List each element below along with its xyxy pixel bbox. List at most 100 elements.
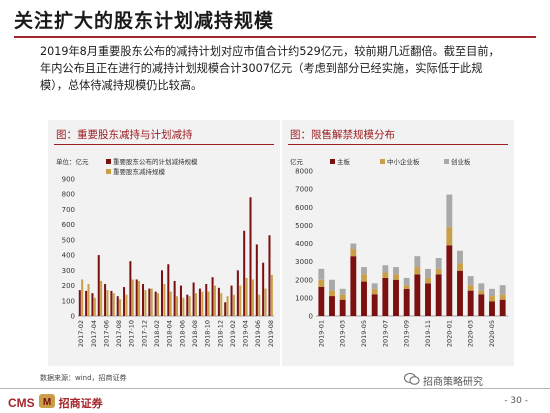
- x-tick-label: 2018-10: [204, 320, 212, 347]
- bar: [131, 279, 134, 316]
- svg-text:M: M: [43, 397, 51, 408]
- bar: [160, 270, 163, 316]
- bar-segment: [489, 288, 495, 297]
- bar: [268, 235, 271, 316]
- bar-segment: [403, 277, 410, 286]
- bar-segment: [329, 296, 335, 316]
- bar-segment: [371, 288, 378, 295]
- unit-label: 单位：亿元: [56, 157, 89, 166]
- x-tick-label: 2019-07: [381, 320, 389, 347]
- legend-label: 创业板: [451, 157, 471, 166]
- chart-unlock-stacked-bars: 亿元 主板 中小企业板 创业板 0 1000 2000 3000 4000 5000 6000 700…: [290, 157, 508, 347]
- bar: [213, 285, 216, 316]
- bar-segment: [339, 299, 346, 316]
- legend-label: 重要股东减持规模: [113, 167, 166, 176]
- y-tick-label: 8000: [295, 168, 313, 176]
- y-tick-label: 500: [62, 236, 75, 244]
- bar-segment: [339, 294, 346, 300]
- logo-mark-icon: M: [38, 393, 55, 412]
- bar: [163, 284, 166, 316]
- bar: [91, 293, 94, 316]
- x-tick-label: 2018-06: [178, 320, 186, 347]
- bar: [217, 287, 220, 316]
- wechat-watermark: 招商策略研究: [404, 372, 483, 389]
- bar: [245, 277, 248, 316]
- y-tick-label: 0: [71, 313, 75, 321]
- summary-paragraph: 2019年8月重要股东公布的减持计划对应市值合计约529亿元，较前期几近翻倍。截…: [40, 45, 500, 92]
- y-tick-label: 6000: [295, 204, 313, 212]
- watermark-text: 招商策略研究: [423, 377, 483, 388]
- y-tick-label: 600: [62, 221, 75, 229]
- y-tick-label: 1000: [295, 294, 313, 302]
- bar-segment: [499, 285, 506, 295]
- bar: [224, 302, 227, 316]
- x-tick-label: 2017-04: [90, 320, 98, 347]
- x-tick-label: 2019-08: [267, 320, 275, 347]
- bar: [148, 288, 151, 316]
- x-tick-label: 2017-02: [77, 320, 85, 347]
- bar: [264, 288, 267, 316]
- y-tick-label: 700: [62, 206, 75, 214]
- y-tick-label: 4000: [295, 240, 313, 248]
- bar: [135, 279, 138, 316]
- x-tick-label: 2019-05: [360, 320, 368, 347]
- bar: [173, 280, 176, 316]
- bar: [182, 297, 185, 316]
- y-tick-label: 2000: [295, 276, 313, 284]
- bar-segment: [435, 258, 442, 269]
- x-tick-label: 2018-04: [166, 320, 174, 347]
- chart-panel-shareholder-reduction: 图：重要股东减持与计划减持 单位：亿元 重要股东公布的计划减持规模 重要股东减持规模…: [48, 120, 280, 366]
- bar: [150, 288, 153, 316]
- bar: [167, 264, 170, 316]
- y-tick-label: 300: [62, 267, 75, 275]
- x-tick-label: 2017-06: [102, 320, 110, 347]
- y-tick-label: 5000: [295, 222, 313, 230]
- bar-segment: [414, 267, 421, 275]
- bar: [112, 293, 115, 316]
- bar: [205, 284, 208, 316]
- bar-segment: [499, 299, 506, 316]
- bar: [207, 291, 210, 316]
- bar-segment: [489, 296, 495, 302]
- bar: [258, 294, 261, 316]
- bar: [230, 285, 233, 316]
- bar: [100, 280, 103, 316]
- bar: [157, 293, 160, 316]
- bar-segment: [393, 274, 399, 280]
- logo-company-name: 招商证券: [58, 396, 103, 410]
- bar: [251, 279, 254, 316]
- bar: [106, 290, 109, 316]
- bar: [78, 290, 81, 316]
- legend-swatch: [106, 159, 111, 164]
- bar: [270, 274, 273, 316]
- bar-segment: [425, 277, 431, 284]
- bar-segment: [318, 287, 325, 316]
- bar-segment: [457, 263, 463, 271]
- bar: [192, 282, 195, 316]
- bar-segment: [371, 283, 378, 289]
- x-tick-label: 2018-02: [153, 320, 161, 347]
- bar-segment: [361, 267, 367, 275]
- chart-panel-unlock-distribution: 图：限售解禁规模分布 亿元 主板 中小企业板 创业板 0 1000 2000 3000 4000…: [282, 120, 514, 366]
- bar: [220, 293, 223, 316]
- bar-segment: [478, 283, 485, 291]
- bar-segment: [329, 279, 335, 291]
- x-tick-label: 2017-10: [128, 320, 136, 347]
- bar-segment: [499, 294, 506, 300]
- bar: [85, 290, 88, 316]
- bar: [232, 294, 235, 316]
- x-tick-label: 2017-08: [115, 320, 123, 347]
- bar: [129, 261, 132, 316]
- bar-segment: [329, 290, 335, 297]
- bar: [176, 296, 179, 316]
- x-tick-label: 2018-12: [216, 320, 224, 347]
- bar: [239, 285, 242, 316]
- bar: [81, 279, 84, 316]
- bar: [169, 291, 172, 316]
- bar: [188, 296, 191, 316]
- bar: [110, 290, 113, 316]
- bar-segment: [435, 268, 442, 275]
- bar-segment: [414, 274, 421, 316]
- chart-title: 图：重要股东减持与计划减持: [56, 129, 193, 141]
- bar: [236, 270, 239, 316]
